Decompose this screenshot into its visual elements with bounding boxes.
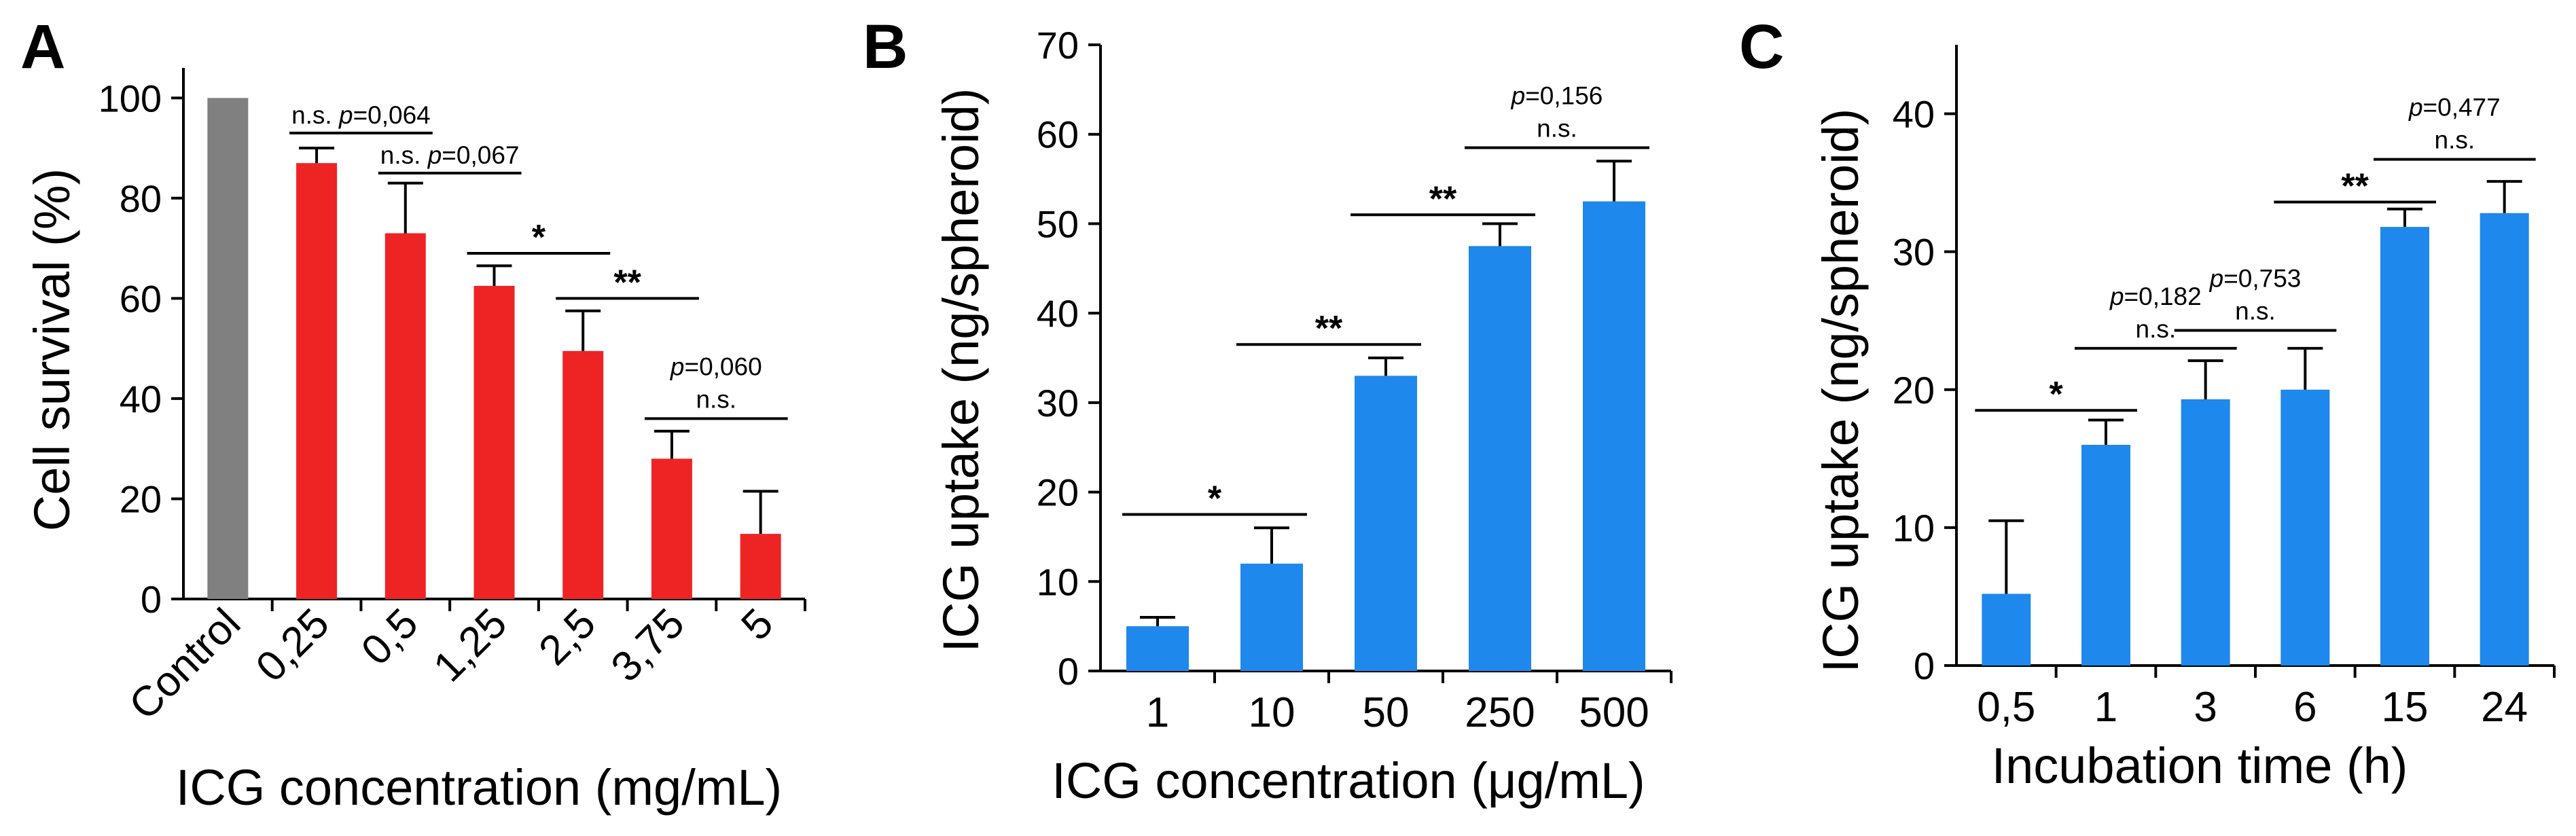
panel-letter-b: B: [863, 12, 908, 81]
panel-c-significance-stars: **: [2341, 167, 2369, 206]
panel-b-y-tick-label: 30: [1037, 382, 1079, 424]
panel-c-x-tick-label: 15: [2382, 684, 2429, 731]
panel-b-p-value: p=0,156: [1511, 81, 1603, 109]
panel-b-y-tick-label: 20: [1037, 471, 1079, 514]
panel-b-y-tick-label: 60: [1037, 113, 1079, 156]
panel-b-bar: [1355, 376, 1417, 671]
panel-b-significance-label: n.s.: [1537, 114, 1577, 142]
panel-c-p-value: p=0,182: [2109, 283, 2202, 310]
panel-a-significance-label: n.s. p=0,067: [380, 141, 520, 169]
panel-c-x-tick-label: 24: [2481, 684, 2528, 731]
panel-a-x-tick-label: 2,5: [530, 600, 605, 674]
panel-b-significance-stars: **: [1429, 179, 1457, 219]
panel-c-x-tick-label: 3: [2194, 684, 2217, 731]
panel-b-bar: [1126, 626, 1189, 671]
panel-c-y-tick-label: 30: [1893, 231, 1935, 274]
panel-b-bar: [1583, 201, 1645, 671]
panel-b-y-tick-label: 40: [1037, 292, 1079, 335]
panel-a-bar: [740, 534, 781, 599]
panel-c-p-value: p=0,477: [2408, 94, 2501, 122]
panel-b-x-tick-label: 50: [1363, 689, 1410, 736]
panel-a-y-tick-label: 40: [120, 378, 162, 420]
panel-a-y-tick-label: 0: [141, 578, 162, 621]
panel-b-significance-stars: **: [1315, 309, 1343, 348]
panel-c-bar: [1982, 594, 2031, 666]
panel-c-x-tick-label: 1: [2094, 684, 2117, 731]
panel-c-y-tick-label: 10: [1893, 507, 1935, 549]
panel-c-bar: [2081, 445, 2130, 666]
panel-c-significance-label: n.s.: [2235, 297, 2276, 325]
panel-a-x-tick-label: 0,25: [247, 600, 338, 691]
panel-a-x-tick-label: 0,5: [353, 600, 427, 674]
panel-a-x-tick-label: 3,75: [603, 600, 694, 691]
panel-b-bar: [1240, 563, 1303, 671]
panel-a-y-tick-label: 60: [120, 277, 162, 320]
panel-c-bar: [2380, 227, 2429, 666]
panel-b-y-tick-label: 10: [1037, 560, 1079, 603]
panel-a-x-tick-label: Control: [120, 600, 249, 729]
panel-a-x-axis-title: ICG concentration (mg/mL): [176, 759, 782, 816]
panel-c-y-axis-title: ICG uptake (ng/spheroid): [1812, 109, 1869, 673]
panel-b-y-axis-title: ICG uptake (ng/spheroid): [933, 88, 989, 653]
panel-c-bar: [2181, 399, 2230, 666]
panel-b-y-tick-label: 50: [1037, 202, 1079, 245]
panel-c-y-tick-label: 20: [1893, 369, 1935, 412]
panel-c-x-axis-title: Incubation time (h): [1992, 738, 2408, 794]
panel-b-x-axis-title: ICG concentration (μg/mL): [1052, 752, 1645, 809]
panel-c-bar: [2280, 389, 2330, 666]
panel-c: C 0 10 20 30 40 0,5 1 3 6 15 24 * n.s. p=0,182 n.s. p=0…: [1739, 12, 2556, 794]
panel-a-y-tick-label: 100: [99, 77, 162, 120]
panel-c-significance-label: n.s.: [2435, 126, 2475, 154]
panel-c-x-tick-label: 0,5: [1977, 684, 2035, 731]
panel-a-y-tick-label: 80: [120, 177, 162, 220]
panel-a-bar: [651, 458, 692, 599]
panel-b-bar: [1469, 246, 1531, 671]
panel-c-y-tick-label: 40: [1893, 93, 1935, 136]
panel-a-significance-label: n.s.: [696, 385, 736, 413]
panel-b-x-tick-label: 250: [1465, 689, 1535, 736]
panel-c-significance-label: n.s.: [2136, 315, 2177, 343]
panel-c-plot: 0 10 20 30 40 0,5 1 3 6 15 24 * n.s. p=0,182 n.s. p=0,7…: [1893, 45, 2556, 731]
panel-b-x-tick-label: 500: [1579, 689, 1649, 736]
panel-c-significance-stars: *: [2050, 375, 2064, 414]
panel-b-significance-stars: *: [1208, 479, 1222, 519]
panel-letter-c: C: [1739, 12, 1784, 81]
panel-a-bar: [473, 285, 515, 599]
panel-b-x-tick-label: 10: [1249, 689, 1295, 736]
panel-a-significance-stars: *: [532, 218, 546, 257]
panel-a-y-tick-label: 20: [120, 477, 162, 520]
panel-letter-a: A: [20, 12, 65, 81]
panel-a-x-tick-label: 5: [732, 600, 782, 649]
panel-b-y-tick-label: 0: [1058, 650, 1079, 693]
panel-a-significance-label: n.s. p=0,064: [291, 101, 431, 129]
panel-a-y-axis-title: Cell survival (%): [24, 168, 80, 532]
panel-a-bar: [207, 98, 249, 599]
panel-b-y-tick-label: 70: [1037, 24, 1079, 67]
panel-a-bar: [562, 350, 604, 599]
panel-c-x-tick-label: 6: [2293, 684, 2316, 731]
panel-a-bar: [296, 163, 338, 600]
panel-c-bar: [2480, 213, 2529, 666]
panel-a-x-tick-label: 1,25: [425, 600, 516, 691]
panel-b-x-tick-label: 1: [1146, 689, 1169, 736]
panel-c-p-value: p=0,753: [2209, 264, 2302, 292]
panel-a-p-value: p=0,060: [670, 352, 762, 380]
panel-a-significance-stars: **: [613, 263, 641, 302]
panel-c-y-tick-label: 0: [1914, 644, 1935, 687]
panel-a-bar: [384, 233, 426, 599]
